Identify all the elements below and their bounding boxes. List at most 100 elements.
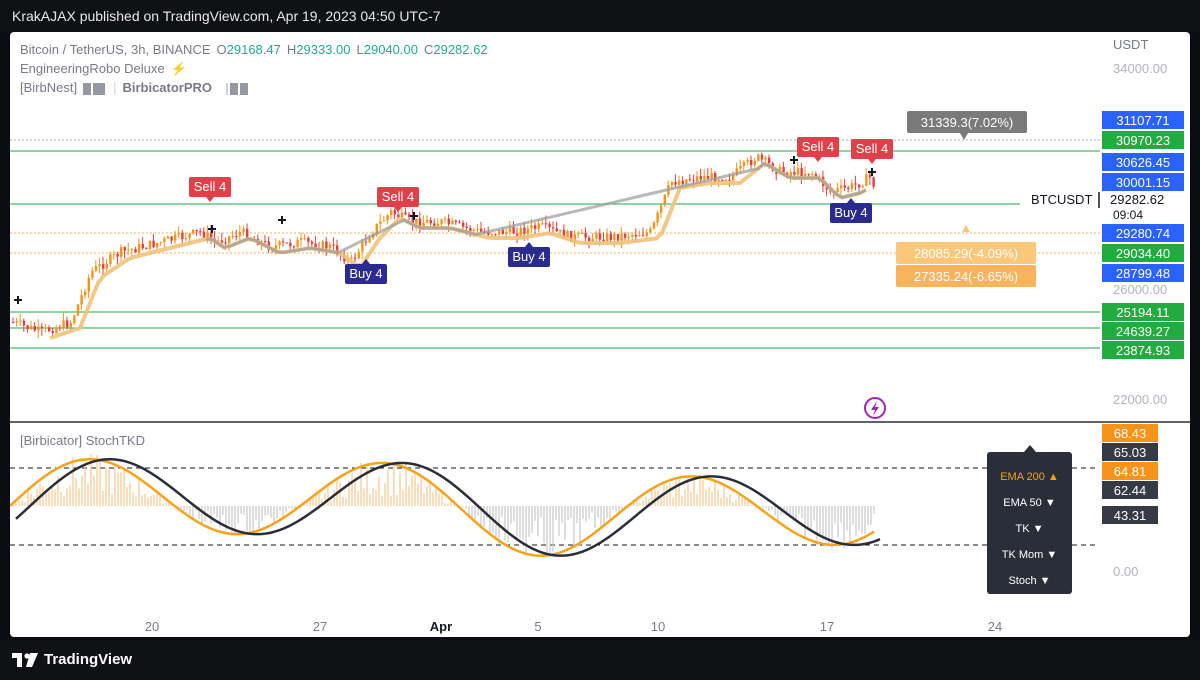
dropdown-item-ema50[interactable]: EMA 50 ▼ [1003,497,1056,509]
level-tag: 30626.45 [1102,153,1184,171]
candle-body [703,175,706,180]
date-tick: 17 [820,619,834,634]
publish-header-text: KrakAJAX published on TradingView.com, A… [12,8,441,24]
signal-text: Sell 4 [382,189,415,204]
candle-body [476,228,479,230]
pivot-cross [208,225,216,233]
candle-body [724,179,728,182]
candle-body [656,212,659,223]
lightning-icon: ⚡ [170,61,187,76]
level-tag: 30970.23 [1102,131,1184,149]
candle-body [94,266,98,271]
candle-body [811,173,814,175]
candle-body [429,220,432,224]
block-icon [226,78,250,97]
candle-body [526,228,530,234]
candle-body [177,232,180,235]
date-tick: 24 [988,619,1002,634]
candle-body [649,228,652,233]
candle-body [854,183,857,185]
pivot-cross [410,212,418,220]
candle-body [602,239,605,242]
indicator-row-2[interactable]: [BirbNest] | BirbicatorPRO [20,78,488,97]
candle-body [30,326,33,330]
candle-body [681,180,684,185]
candle-body [192,229,195,234]
candle-body [375,223,378,234]
oscillator-title[interactable]: [Birbicator] StochTKD [20,433,145,448]
candle-body [307,237,310,242]
candle-body [220,240,224,243]
sell-signal-label: Sell 4 [189,177,231,202]
candle-body [861,185,864,188]
candle-body [462,222,465,227]
candle-body [379,221,382,224]
candle-body [202,231,206,238]
candle-body [480,228,483,232]
signal-text: Buy 4 [834,205,867,220]
candle-body [796,167,800,175]
low-value: 29040.00 [363,42,418,57]
candle-body [573,234,576,242]
candle-body [40,326,44,328]
candle-body [868,174,872,178]
current-price-value: 29282.62 [1110,192,1164,207]
tradingview-logo[interactable]: TradingView [12,651,132,668]
candle-body [847,187,850,189]
ema-50-line [205,162,867,255]
candle-body [440,219,443,224]
candle-body [487,231,490,235]
candle-body [174,234,177,241]
chart-canvas[interactable]: USDT 34000.00 26000.00 22000.00 0.00 Sel… [10,32,1190,637]
candle-body [447,218,450,225]
candle-body [660,205,663,213]
chart-panel[interactable]: USDT 34000.00 26000.00 22000.00 0.00 Sel… [10,32,1190,637]
candle-body [494,234,497,236]
candle-body [15,321,18,323]
candle-body [404,212,407,215]
candle-body [706,175,710,180]
candle-body [141,244,144,249]
candle-body [652,222,656,229]
candle-body [12,322,15,323]
candle-body [166,236,170,239]
indicator-row-1[interactable]: EngineeringRobo Deluxe ⚡ [20,59,488,78]
candle-body [710,172,713,180]
candle-body [699,176,702,180]
candle-body [368,238,371,243]
candle-body [411,216,414,224]
candle-body [739,165,742,169]
candle-body [620,233,623,241]
osc-value-tag: 68.43 [1102,424,1158,442]
dropdown-item-ema200[interactable]: EMA 200 ▲ [1000,471,1059,483]
osc-value-tag: 43.31 [1102,506,1158,524]
candle-body [444,218,447,220]
candle-body [105,264,108,269]
indicator-name[interactable]: EngineeringRobo Deluxe [20,61,165,76]
candle-body [775,170,778,174]
indicator-dropdown[interactable]: EMA 200 ▲ EMA 50 ▼ TK ▼ TK Mom ▼ Stoch ▼ [987,445,1072,594]
candle-body [112,253,116,255]
buy-signal-label: Buy 4 [345,259,387,284]
dropdown-item-tk-mom[interactable]: TK Mom ▼ [1001,549,1058,561]
osc-histogram [12,453,875,557]
candle-body [397,214,400,218]
candle-body [663,194,666,206]
candle-body [127,249,130,251]
candle-body [325,241,328,249]
candle-body [552,227,555,229]
candle-body [310,241,314,244]
candle-body [613,234,616,240]
candle-body [19,320,22,322]
dropdown-item-tk[interactable]: TK ▼ [1015,523,1044,535]
sell-signal-label: Sell 4 [377,187,419,212]
lightning-alert-icon[interactable] [864,397,886,419]
candle-body [768,157,771,164]
indicator-name[interactable]: BirbicatorPRO [122,80,213,95]
symbol-name[interactable]: Bitcoin / TetherUS, 3h, BINANCE [20,42,211,57]
dropdown-item-stoch[interactable]: Stoch ▼ [1008,575,1051,587]
osc-value-text: 62.44 [1114,483,1147,498]
sell-signal-label: Sell 4 [851,139,893,164]
indicator-name[interactable]: [BirbNest] [20,80,78,95]
candle-body [357,251,360,259]
